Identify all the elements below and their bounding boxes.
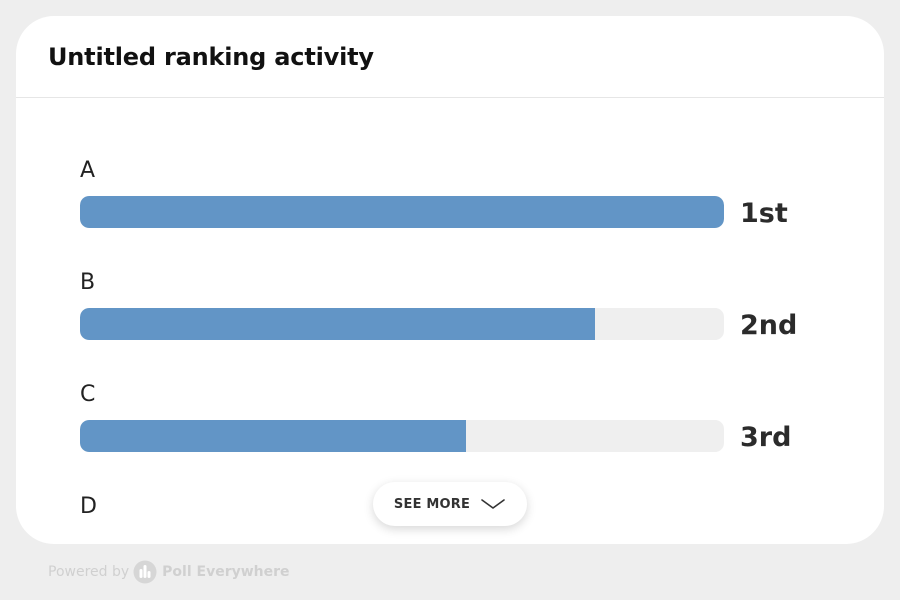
ranking-item-label: D bbox=[80, 494, 97, 519]
activity-card: Untitled ranking activity A 1st B 2nd C … bbox=[16, 16, 884, 544]
poll-everywhere-logo-icon bbox=[133, 560, 157, 584]
ranking-item-label: B bbox=[80, 270, 96, 295]
activity-title: Untitled ranking activity bbox=[48, 42, 374, 71]
powered-by-footer[interactable]: Powered by Poll Everywhere bbox=[48, 558, 290, 586]
ranking-position: 2nd bbox=[740, 310, 798, 341]
ranking-bar-fill bbox=[80, 196, 724, 228]
ranking-item: D bbox=[80, 492, 820, 544]
ranking-item-label: A bbox=[80, 158, 96, 183]
poll-everywhere-brand: Poll Everywhere bbox=[162, 564, 290, 580]
see-more-label: SEE MORE bbox=[393, 496, 471, 512]
ranking-list: A 1st B 2nd C 3rd D bbox=[80, 156, 820, 544]
ranking-position: 3rd bbox=[740, 422, 792, 453]
ranking-position: 1st bbox=[740, 198, 788, 229]
ranking-item-label: C bbox=[80, 382, 96, 407]
chevron-down-icon bbox=[481, 499, 505, 509]
ranking-bar-track bbox=[80, 308, 724, 340]
ranking-item: B 2nd bbox=[80, 268, 820, 380]
powered-by-text: Powered by bbox=[48, 564, 130, 580]
ranking-item: C 3rd bbox=[80, 380, 820, 492]
ranking-bar-track bbox=[80, 420, 724, 452]
card-header: Untitled ranking activity bbox=[16, 16, 884, 98]
ranking-item: A 1st bbox=[80, 156, 820, 268]
see-more-button[interactable]: SEE MORE bbox=[373, 482, 527, 526]
ranking-bar-fill bbox=[80, 308, 596, 340]
ranking-bar-fill bbox=[80, 420, 467, 452]
ranking-bar-track bbox=[80, 196, 724, 228]
